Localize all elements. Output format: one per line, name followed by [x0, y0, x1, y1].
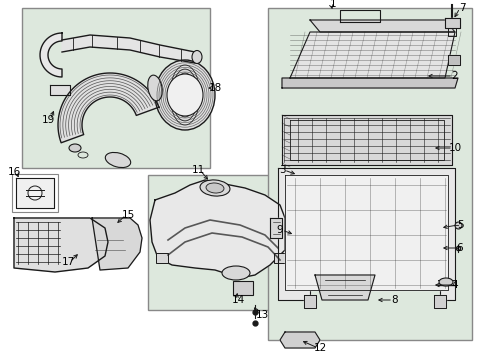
Polygon shape [282, 78, 458, 88]
Text: 3: 3 [279, 165, 285, 175]
Ellipse shape [222, 266, 250, 280]
Polygon shape [58, 73, 159, 143]
Bar [12, 174, 58, 212]
Polygon shape [14, 218, 108, 272]
Text: 11: 11 [192, 165, 205, 175]
Polygon shape [50, 85, 70, 95]
Text: 4: 4 [452, 280, 458, 290]
Polygon shape [285, 175, 448, 290]
Polygon shape [445, 18, 460, 28]
Ellipse shape [206, 183, 224, 193]
Ellipse shape [155, 60, 215, 130]
Polygon shape [290, 32, 455, 78]
Text: 19: 19 [41, 115, 54, 125]
Text: 7: 7 [459, 3, 466, 13]
Bar [268, 8, 472, 340]
Polygon shape [16, 178, 54, 208]
Ellipse shape [148, 75, 162, 101]
Ellipse shape [69, 144, 81, 152]
Bar [22, 8, 210, 168]
Text: 16: 16 [7, 167, 21, 177]
Polygon shape [278, 168, 455, 300]
Ellipse shape [200, 180, 230, 196]
Text: 18: 18 [208, 83, 221, 93]
Bar [156, 253, 168, 263]
Polygon shape [310, 20, 455, 32]
Text: 5: 5 [457, 220, 464, 230]
Ellipse shape [192, 50, 202, 63]
Bar [274, 253, 286, 263]
Polygon shape [280, 332, 320, 348]
Text: 6: 6 [457, 243, 464, 253]
Text: 8: 8 [392, 295, 398, 305]
Text: 12: 12 [314, 343, 327, 353]
Polygon shape [282, 115, 452, 165]
Ellipse shape [105, 152, 131, 167]
Polygon shape [150, 180, 285, 278]
Polygon shape [40, 33, 62, 77]
Polygon shape [270, 218, 282, 238]
Ellipse shape [167, 74, 203, 116]
Polygon shape [315, 275, 375, 300]
Polygon shape [448, 55, 460, 65]
Text: 1: 1 [330, 0, 336, 9]
Ellipse shape [439, 278, 453, 286]
Polygon shape [434, 295, 446, 308]
Text: 9: 9 [277, 225, 283, 235]
Bar [148, 175, 300, 310]
Bar [233, 281, 253, 295]
Text: 15: 15 [122, 210, 135, 220]
Polygon shape [304, 295, 316, 308]
Text: 13: 13 [255, 310, 269, 320]
Polygon shape [62, 35, 195, 63]
Polygon shape [92, 218, 142, 270]
Text: 10: 10 [448, 143, 462, 153]
Text: 2: 2 [452, 71, 458, 81]
Text: 14: 14 [231, 295, 245, 305]
Text: 17: 17 [61, 257, 74, 267]
